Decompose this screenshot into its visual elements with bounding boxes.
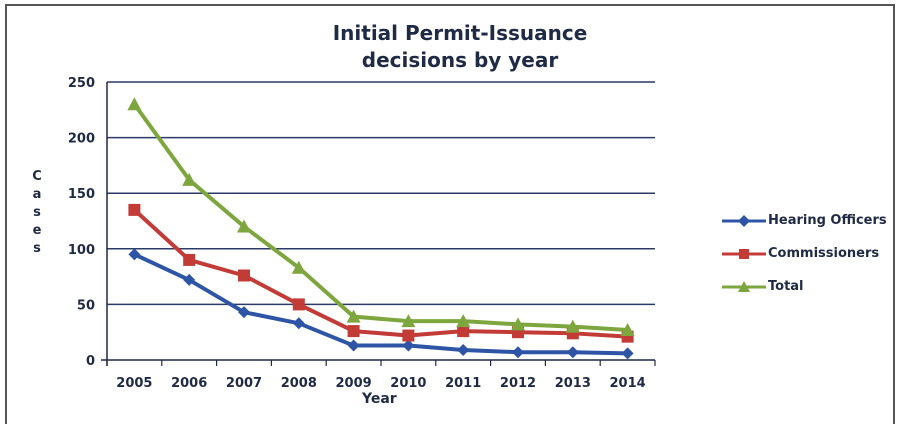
data-point — [566, 346, 579, 359]
chart-plot-area: 0 50 100 150 200 250 2005 2006 2007 2008 2009 2010 2… — [68, 76, 656, 391]
y-tick-label: 250 — [68, 76, 95, 91]
x-tick-label: 2005 — [116, 376, 152, 391]
data-point — [237, 219, 251, 233]
x-tick-label: 2007 — [226, 376, 262, 391]
data-point — [457, 343, 470, 356]
chart-title: Initial Permit-Issuance decisions by yea… — [332, 21, 588, 72]
data-point — [128, 203, 141, 216]
data-point — [291, 260, 306, 274]
data-point — [402, 329, 415, 342]
x-tick-label: 2009 — [336, 376, 372, 391]
data-point — [565, 319, 580, 333]
y-tick-label: 50 — [77, 298, 95, 313]
series-line-commissioners — [133, 208, 628, 339]
data-point — [182, 172, 197, 186]
y-axis-label: Cases — [32, 169, 42, 256]
y-tick-label: 200 — [68, 132, 95, 147]
x-tick-label: 2013 — [555, 376, 591, 391]
data-point — [346, 309, 361, 323]
x-tick-label: 2008 — [281, 376, 317, 391]
series-line-total — [132, 103, 628, 332]
data-point — [512, 346, 524, 359]
x-tick-label: 2014 — [610, 376, 646, 391]
data-point — [183, 273, 196, 286]
series-line-hearing-officers — [133, 252, 628, 356]
data-point — [620, 322, 635, 336]
data-point — [401, 314, 416, 328]
y-tick-label: 150 — [68, 187, 95, 202]
data-point — [402, 339, 415, 352]
y-tick-label: 0 — [86, 354, 95, 369]
legend: Hearing Officers Commissioners Total — [722, 204, 887, 303]
legend-label: Commissioners — [768, 246, 880, 261]
legend-item-hearing-officers: Hearing Officers — [722, 204, 887, 237]
data-point — [292, 298, 305, 311]
legend-label: Hearing Officers — [768, 213, 887, 228]
legend-marker-hearing-officers — [722, 214, 766, 227]
x-tick-label: 2012 — [500, 376, 536, 391]
data-point — [238, 269, 250, 282]
x-axis-label: Year — [362, 391, 397, 407]
data-point — [457, 325, 470, 338]
chart-frame — [5, 4, 895, 424]
legend-label: Total — [768, 279, 804, 294]
data-point — [621, 347, 634, 360]
data-point — [456, 314, 471, 328]
data-point — [292, 317, 305, 330]
legend-marker-total — [722, 280, 766, 292]
x-tick-label: 2011 — [445, 376, 481, 391]
x-tick-label: 2010 — [390, 376, 426, 391]
data-point — [347, 325, 360, 338]
data-point — [238, 306, 250, 319]
legend-item-commissioners: Commissioners — [722, 237, 887, 270]
legend-item-total: Total — [722, 270, 887, 303]
x-tick-label: 2006 — [171, 376, 207, 391]
data-point — [511, 317, 525, 331]
data-point — [127, 97, 142, 111]
y-tick-label: 100 — [68, 243, 95, 258]
legend-marker-commissioners — [722, 248, 766, 259]
data-point — [128, 248, 141, 261]
data-point — [183, 253, 196, 266]
data-point — [347, 339, 360, 352]
